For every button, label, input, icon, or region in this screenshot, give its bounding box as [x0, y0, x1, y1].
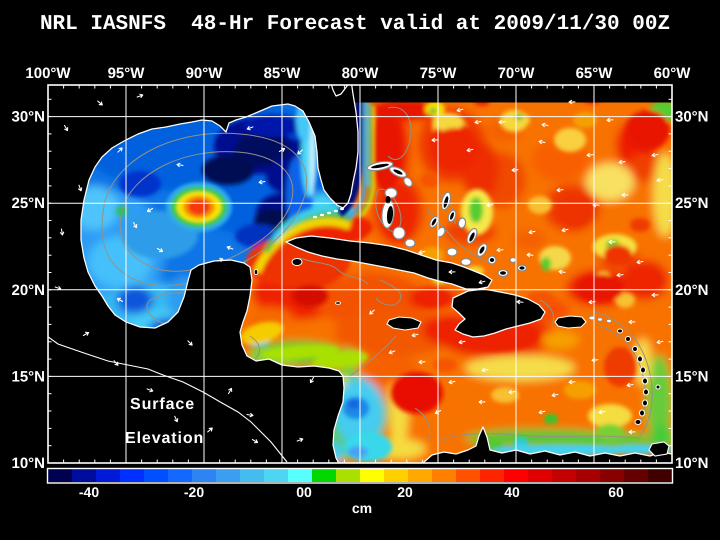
svg-text:25°N: 25°N: [11, 195, 45, 212]
svg-text:60°W: 60°W: [654, 65, 692, 82]
svg-text:85°W: 85°W: [264, 65, 302, 82]
svg-text:30°N: 30°N: [11, 109, 45, 126]
svg-text:Surface: Surface: [130, 396, 195, 413]
svg-text:25°N: 25°N: [675, 195, 709, 212]
svg-text:Elevation: Elevation: [125, 430, 204, 447]
svg-text:00: 00: [296, 484, 312, 500]
svg-text:75°W: 75°W: [420, 65, 458, 82]
svg-text:80°W: 80°W: [342, 65, 380, 82]
svg-text:40: 40: [504, 484, 520, 500]
svg-text:cm: cm: [352, 500, 372, 516]
svg-text:-20: -20: [184, 484, 204, 500]
svg-text:70°W: 70°W: [498, 65, 536, 82]
svg-text:60: 60: [608, 484, 624, 500]
svg-text:30°N: 30°N: [675, 109, 709, 126]
svg-text:20°N: 20°N: [675, 282, 709, 299]
svg-text:-40: -40: [79, 484, 99, 500]
svg-text:90°W: 90°W: [186, 65, 224, 82]
svg-text:100°W: 100°W: [25, 65, 71, 82]
svg-text:10°N: 10°N: [675, 455, 709, 472]
svg-text:NRL IASNFS 48-Hr Forecast val: NRL IASNFS 48-Hr Forecast valid at 2009/…: [40, 13, 670, 36]
svg-text:10°N: 10°N: [11, 455, 45, 472]
svg-text:15°N: 15°N: [675, 368, 709, 385]
svg-text:15°N: 15°N: [11, 368, 45, 385]
svg-text:20: 20: [397, 484, 413, 500]
svg-text:95°W: 95°W: [108, 65, 146, 82]
svg-text:20°N: 20°N: [11, 282, 45, 299]
svg-text:65°W: 65°W: [576, 65, 614, 82]
